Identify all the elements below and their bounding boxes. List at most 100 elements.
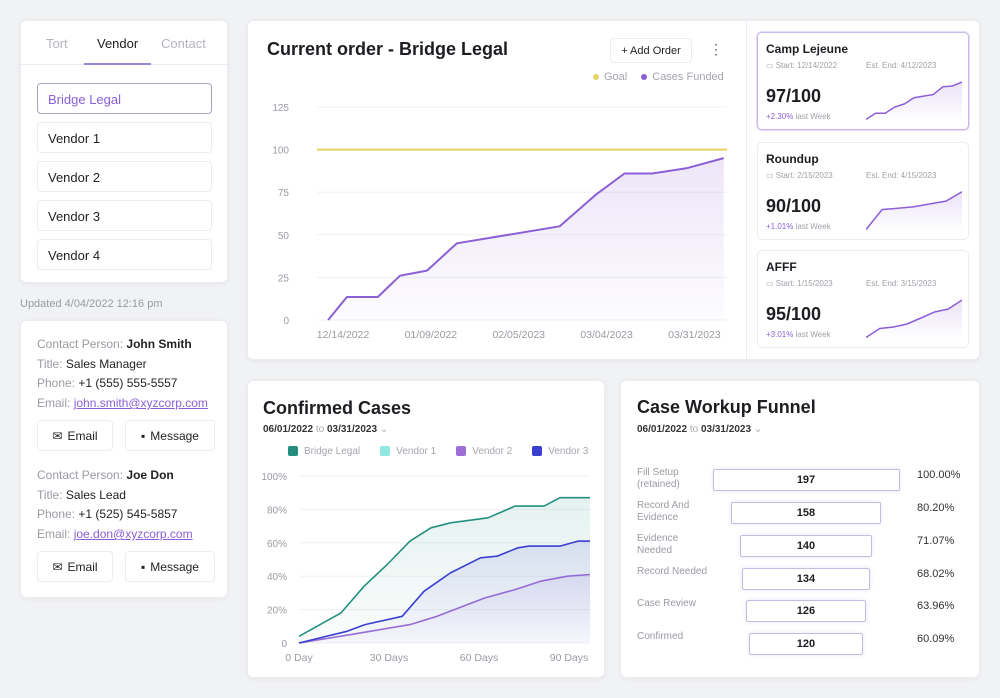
funnel-bar[interactable]: 158 [731, 502, 881, 524]
message-button[interactable]: ▪ Message [125, 551, 215, 582]
value: +1 (555) 555-5557 [78, 376, 178, 390]
funnel-percent: 60.09% [917, 633, 955, 645]
x-tick-label: 01/09/2022 [405, 329, 458, 341]
more-options-icon[interactable]: ⋮ [709, 41, 723, 57]
y-tick-label: 80% [267, 505, 287, 516]
chevron-down-icon: ⌄ [379, 424, 389, 435]
sparkline [866, 81, 962, 121]
change-value: +1.01% [766, 222, 794, 231]
contact-phone: Phone: +1 (555) 555-5557 [37, 376, 177, 390]
x-tick-label: 12/14/2022 [317, 329, 370, 341]
tort-score: 95/100 [766, 304, 822, 324]
contact-person: Contact Person: Joe Don [37, 468, 174, 482]
funnel-bar[interactable]: 134 [742, 568, 870, 590]
change-value: +2.30% [766, 112, 794, 121]
vendor-item[interactable]: Vendor 1 [37, 122, 212, 153]
end-date: Est. End: 4/12/2023 [866, 61, 937, 70]
funnel-percent: 100.00% [917, 469, 961, 481]
y-tick-label: 50 [278, 231, 290, 242]
cases-funded-dot-icon [641, 74, 648, 81]
add-order-button[interactable]: + Add Order [610, 38, 692, 63]
start-date: Start: 2/15/2023 [775, 171, 833, 180]
contact-phone: Phone: +1 (525) 545-5857 [37, 507, 177, 521]
vendor-item-bridge-legal[interactable]: Bridge Legal [37, 83, 212, 114]
legend-label: Vendor 2 [472, 446, 513, 457]
calendar-icon: ▭ [766, 61, 776, 70]
change-value: +3.01% [766, 330, 794, 339]
change-suffix: last Week [795, 222, 831, 231]
email-link[interactable]: joe.don@xyzcorp.com [73, 527, 193, 541]
funnel-bar[interactable]: 126 [746, 600, 866, 622]
contact-email: Email: joe.don@xyzcorp.com [37, 527, 193, 541]
legend-label: Cases Funded [652, 71, 724, 83]
sparkline [866, 191, 962, 231]
tab-vendor[interactable]: Vendor [97, 36, 139, 51]
vendor-tabs: Tort Vendor Contact [21, 21, 227, 65]
y-tick-label: 40% [267, 572, 287, 583]
label: Title: [37, 488, 63, 502]
funnel-stage-label: Evidence Needed [637, 533, 679, 556]
series-area-cases-funded [328, 158, 724, 320]
funnel-percent: 63.96% [917, 600, 955, 612]
email-button[interactable]: ✉ Email [37, 420, 113, 451]
email-button[interactable]: ✉ Email [37, 551, 113, 582]
email-link[interactable]: john.smith@xyzcorp.com [73, 396, 208, 410]
funnel-stage-label: Record Needed [637, 566, 708, 577]
funnel-bar[interactable]: 120 [749, 633, 863, 655]
swatch-icon [456, 446, 467, 457]
tort-card[interactable]: Roundup ▭ Start: 2/15/2023 Est. End: 4/15… [757, 142, 969, 240]
tab-tort[interactable]: Tort [46, 36, 68, 51]
contact-title: Title: Sales Manager [37, 357, 147, 371]
tort-name: Roundup [766, 152, 819, 166]
contact-panel: Contact Person: John Smith Title: Sales … [20, 320, 228, 598]
funnel-title: Case Workup Funnel [637, 397, 816, 417]
x-tick-label: 60 Days [460, 652, 499, 664]
calendar-icon: ▭ [766, 171, 776, 180]
legend-cases-funded: Cases Funded [641, 71, 724, 83]
value: Sales Lead [65, 488, 126, 502]
sparkline-line [866, 81, 962, 121]
tort-dates: ▭ Start: 12/14/2022 Est. End: 4/12/2023 [766, 61, 966, 70]
value: John Smith [126, 337, 192, 351]
message-button[interactable]: ▪ Message [125, 420, 215, 451]
tort-card[interactable]: Camp Lejeune ▭ Start: 12/14/2022 Est. End… [757, 32, 969, 130]
y-tick-label: 100% [261, 472, 287, 483]
range-from: 06/01/2022 [263, 424, 314, 435]
y-tick-label: 25 [278, 273, 290, 284]
legend-item: Vendor 2 [456, 446, 512, 457]
tort-card[interactable]: AFFF ▭ Start: 1/15/2023 Est. End: 3/15/20… [757, 250, 969, 348]
legend-label: Goal [604, 71, 628, 83]
tort-score: 90/100 [766, 196, 822, 216]
chevron-down-icon: ⌄ [753, 424, 763, 435]
start-date: Start: 1/15/2023 [775, 279, 833, 288]
date-range-dropdown[interactable]: 06/01/2022 to 03/31/2023 ⌄ [637, 424, 762, 435]
funnel-bar[interactable]: 140 [739, 535, 873, 557]
tort-score: 97/100 [766, 86, 822, 106]
vendor-item[interactable]: Vendor 4 [37, 239, 212, 270]
vendor-item[interactable]: Vendor 3 [37, 200, 212, 231]
range-to-word: to [689, 424, 699, 435]
y-tick-label: 100 [272, 146, 289, 157]
funnel-bar[interactable]: 197 [712, 469, 900, 491]
vendor-item[interactable]: Vendor 2 [37, 161, 212, 192]
tort-change: +2.30% last Week [766, 112, 831, 121]
label: Email: [37, 396, 71, 410]
series-line-vendor-3 [298, 540, 590, 644]
chart-legend: Bridge Legal Vendor 1 Vendor 2 Vendor 3 [288, 446, 588, 457]
change-suffix: last Week [795, 330, 831, 339]
funnel-stage-label: Case Review [637, 598, 696, 609]
y-tick-label: 60% [267, 539, 287, 550]
envelope-icon: ✉ [52, 428, 63, 443]
funnel-stage-label: Record And Evidence [637, 500, 690, 523]
tort-change: +3.01% last Week [766, 330, 831, 339]
label: Phone: [37, 376, 76, 390]
tab-contact[interactable]: Contact [161, 36, 206, 51]
page-title: Current order - Bridge Legal [267, 39, 509, 59]
series-area-vendor-3 [299, 541, 590, 643]
value: Joe Don [126, 468, 174, 482]
contact-title: Title: Sales Lead [37, 488, 126, 502]
change-suffix: last Week [795, 112, 831, 121]
label: Contact Person: [37, 337, 124, 351]
date-range-dropdown[interactable]: 06/01/2022 to 03/31/2023 ⌄ [263, 424, 388, 435]
legend-label: Bridge Legal [304, 446, 361, 457]
